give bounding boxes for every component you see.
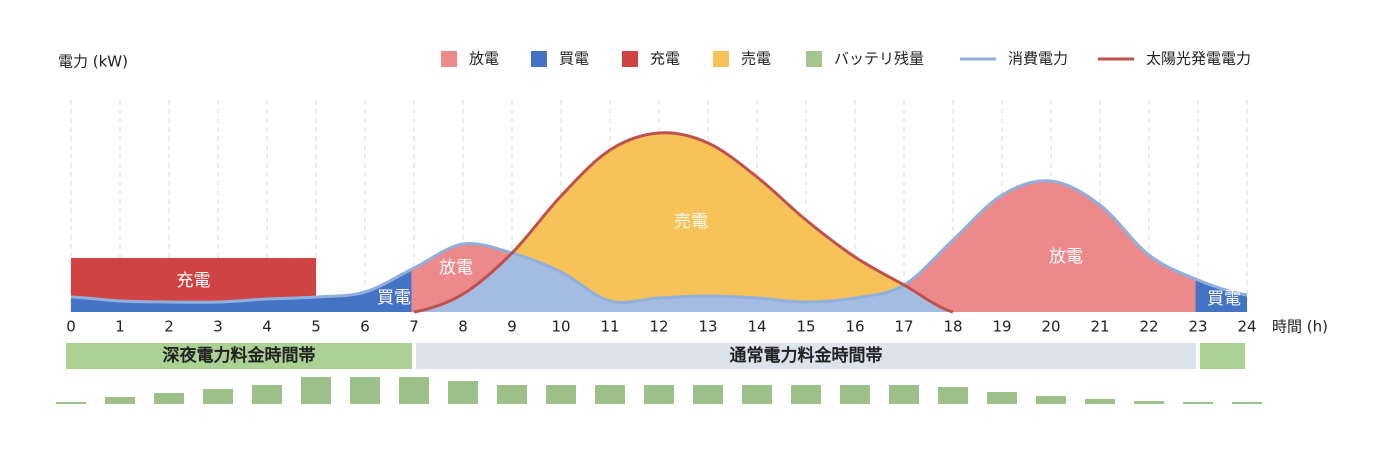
battery-bar	[644, 385, 674, 404]
legend-label: バッテリ残量	[834, 50, 924, 68]
x-tick-label: 17	[894, 318, 913, 336]
energy-area	[411, 243, 512, 312]
battery-bar	[1085, 399, 1115, 404]
battery-bar	[105, 397, 135, 404]
legend-swatch	[806, 51, 822, 67]
battery-bar	[840, 385, 870, 404]
x-tick-label: 15	[796, 318, 815, 336]
legend-label: 放電	[469, 50, 499, 68]
area-label: 売電	[674, 212, 708, 232]
area-label: 放電	[439, 258, 473, 278]
x-tick-label: 4	[262, 318, 272, 336]
x-tick-label: 7	[409, 318, 419, 336]
legend-label: 消費電力	[1008, 50, 1068, 68]
legend-swatch	[441, 51, 457, 67]
battery-bar	[742, 385, 772, 404]
battery-bar	[791, 385, 821, 404]
battery-bar	[301, 377, 331, 404]
battery-bar	[203, 389, 233, 404]
legend-swatch	[531, 51, 547, 67]
legend-label: 売電	[741, 50, 771, 68]
x-tick-label: 11	[600, 318, 619, 336]
legend-label: 買電	[559, 50, 589, 68]
x-tick-label: 13	[698, 318, 717, 336]
energy-area	[512, 132, 902, 303]
x-tick-label: 2	[164, 318, 174, 336]
x-tick-label: 1	[115, 318, 125, 336]
battery-bar	[938, 387, 968, 404]
battery-bar	[1232, 402, 1262, 404]
x-tick-label: 9	[507, 318, 517, 336]
series-line	[413, 131, 954, 314]
tariff-label: 深夜電力料金時間帯	[163, 345, 316, 366]
battery-bar	[1183, 402, 1213, 404]
battery-bar	[889, 385, 919, 404]
battery-bar	[693, 385, 723, 404]
battery-bar	[1036, 396, 1066, 404]
legend-swatch	[622, 51, 638, 67]
battery-bar	[497, 385, 527, 404]
x-tick-label: 24	[1237, 318, 1256, 336]
legend-swatch	[713, 51, 729, 67]
battery-bar	[252, 385, 282, 404]
x-tick-label: 16	[845, 318, 864, 336]
x-tick-label: 23	[1188, 318, 1207, 336]
x-tick-label: 12	[649, 318, 668, 336]
y-axis-label: 電力 (kW)	[58, 53, 128, 71]
tariff-label: 通常電力料金時間帯	[730, 345, 883, 366]
legend-label: 充電	[650, 50, 680, 68]
energy-area	[901, 180, 1196, 312]
x-tick-label: 3	[213, 318, 223, 336]
battery-bar	[987, 392, 1017, 404]
x-tick-label: 10	[551, 318, 570, 336]
battery-bar	[56, 402, 86, 404]
battery-bar	[399, 377, 429, 404]
area-label: 放電	[1049, 247, 1083, 267]
area-label: 買電	[1207, 289, 1241, 309]
battery-bar	[546, 385, 576, 404]
x-tick-label: 5	[311, 318, 321, 336]
x-tick-label: 20	[1041, 318, 1060, 336]
x-tick-label: 6	[360, 318, 370, 336]
x-tick-label: 18	[943, 318, 962, 336]
energy-area	[1195, 279, 1247, 312]
x-tick-label: 14	[747, 318, 766, 336]
x-tick-label: 0	[66, 318, 76, 336]
area-label: 買電	[377, 288, 411, 308]
x-tick-label: 21	[1090, 318, 1109, 336]
battery-bar	[595, 385, 625, 404]
area-label: 充電	[177, 271, 211, 291]
tariff-band	[416, 343, 1196, 369]
battery-bar	[154, 393, 184, 404]
legend-label: 太陽光発電電力	[1146, 50, 1251, 68]
x-tick-label: 22	[1139, 318, 1158, 336]
energy-area	[71, 269, 412, 312]
tariff-band	[66, 343, 412, 369]
series-line	[70, 179, 1248, 304]
x-axis-label: 時間 (h)	[1272, 318, 1328, 336]
battery-bar	[448, 381, 478, 404]
battery-bar	[350, 377, 380, 404]
battery-bar	[1134, 401, 1164, 404]
tariff-band	[1200, 343, 1245, 369]
x-tick-label: 8	[458, 318, 468, 336]
x-tick-label: 19	[992, 318, 1011, 336]
